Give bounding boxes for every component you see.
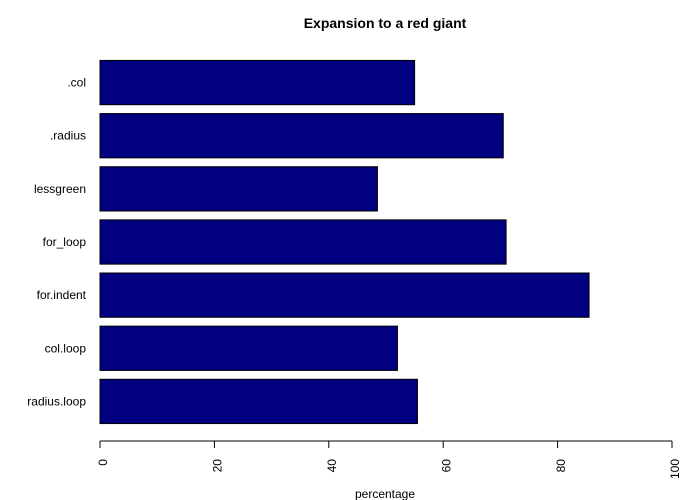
x-axis-label: percentage [355,487,415,500]
chart-title: Expansion to a red giant [304,15,467,31]
x-tick-label: 100 [668,459,682,479]
bar-radius [99,113,504,159]
bar-lessgreen [99,166,378,212]
x-tick-label: 40 [325,459,339,473]
bar-col [99,59,416,106]
bars-group [99,59,590,425]
x-axis: 0 20 40 60 80 100 [96,440,682,479]
bar-radius-loop [99,378,418,425]
y-tick-label: lessgreen [34,182,86,196]
y-tick-label: for.indent [37,288,87,302]
bar-col-loop [99,325,398,371]
x-tick-label: 0 [96,459,110,466]
bar-for-indent [99,272,590,318]
x-tick-label: 20 [211,459,225,473]
y-tick-label: radius.loop [27,394,86,408]
bar-for-loop [99,219,507,265]
y-tick-label: .col [67,76,86,90]
y-tick-label: col.loop [45,341,87,355]
y-tick-label: for_loop [43,235,87,249]
y-tick-label: .radius [50,129,86,143]
x-tick-label: 60 [439,459,453,473]
x-tick-label: 80 [554,459,568,473]
y-tick-labels: .col .radius lessgreen for_loop for.indent co… [27,76,86,409]
